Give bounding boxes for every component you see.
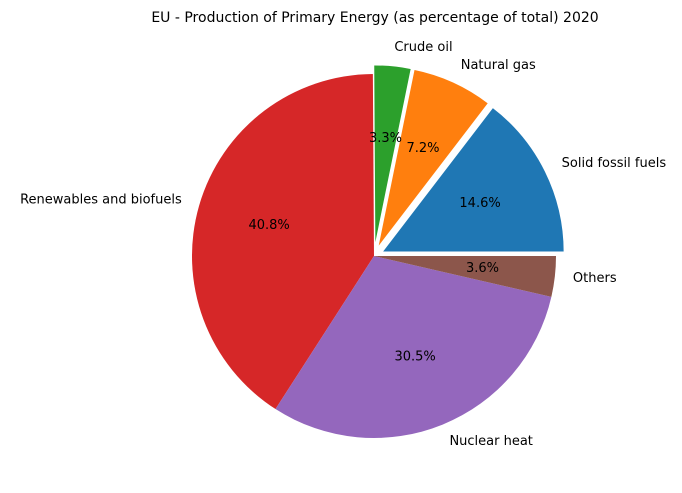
pie-slice-nuclear-heat — [275, 256, 552, 438]
slice-label-renewables-and-biofuels: Renewables and biofuels — [20, 193, 182, 208]
pie-slice-others — [374, 256, 556, 297]
slice-label-solid-fossil-fuels: Solid fossil fuels — [562, 156, 667, 171]
pie-slice-renewables-and-biofuels — [191, 74, 374, 410]
slice-percent-renewables-and-biofuels: 40.8% — [248, 218, 289, 233]
slice-label-nuclear-heat: Nuclear heat — [449, 434, 532, 449]
slice-percent-natural-gas: 7.2% — [407, 141, 440, 156]
pie-slices — [191, 64, 565, 438]
pie-slice-crude-oil — [373, 64, 412, 248]
pie-labels: Solid fossil fuels 14.6% Natural gas 7.2% Cr… — [20, 40, 666, 449]
pie-slice-solid-fossil-fuels — [381, 106, 565, 253]
pie-slice-natural-gas — [377, 68, 490, 249]
chart-title: EU - Production of Primary Energy (as pe… — [151, 10, 598, 26]
slice-label-natural-gas: Natural gas — [461, 58, 536, 73]
slice-percent-solid-fossil-fuels: 14.6% — [459, 196, 500, 211]
slice-label-others: Others — [573, 271, 617, 286]
slice-percent-nuclear-heat: 30.5% — [394, 350, 435, 365]
slice-percent-crude-oil: 3.3% — [369, 131, 402, 146]
slice-percent-others: 3.6% — [466, 261, 499, 276]
slice-label-crude-oil: Crude oil — [394, 40, 452, 55]
